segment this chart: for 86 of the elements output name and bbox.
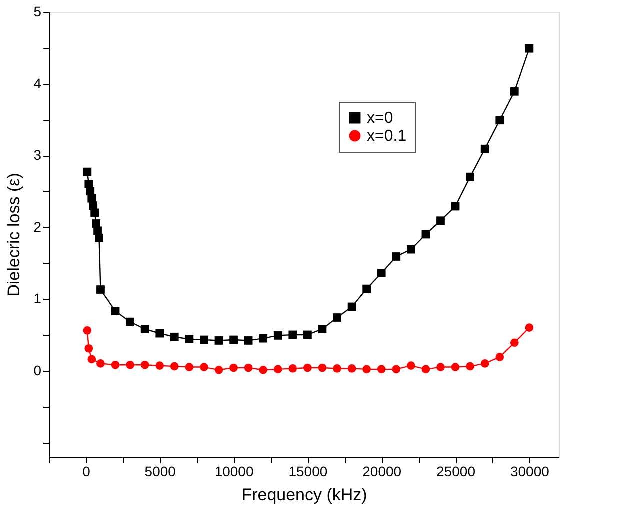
x-axis-title: Frequency (kHz) bbox=[242, 486, 368, 504]
point bbox=[288, 364, 298, 373]
point bbox=[348, 364, 356, 373]
point bbox=[496, 353, 504, 362]
point bbox=[244, 336, 253, 345]
point bbox=[89, 202, 98, 210]
point bbox=[230, 336, 238, 344]
point bbox=[214, 336, 224, 345]
point bbox=[170, 362, 179, 371]
x-tick-label: 30000 bbox=[510, 464, 550, 480]
point bbox=[392, 252, 401, 261]
y-axis-title: Dielecric loss (ε) bbox=[4, 173, 24, 297]
point bbox=[451, 363, 460, 372]
point bbox=[436, 216, 445, 226]
point bbox=[185, 363, 194, 372]
point bbox=[362, 365, 372, 374]
x-tick-label: 25000 bbox=[436, 464, 476, 480]
point bbox=[304, 364, 312, 372]
point bbox=[126, 360, 134, 370]
point bbox=[156, 362, 164, 370]
point bbox=[170, 332, 179, 342]
point bbox=[95, 234, 104, 242]
point bbox=[392, 365, 401, 374]
point bbox=[480, 144, 490, 154]
point bbox=[84, 344, 94, 353]
point bbox=[318, 364, 327, 372]
x-tick-label: 20000 bbox=[362, 464, 402, 480]
point bbox=[406, 362, 416, 370]
point bbox=[259, 366, 268, 374]
point bbox=[140, 360, 150, 370]
point bbox=[406, 245, 416, 254]
point bbox=[88, 355, 96, 364]
point bbox=[377, 365, 386, 374]
point bbox=[510, 338, 519, 348]
point bbox=[333, 314, 342, 322]
point bbox=[496, 116, 504, 125]
point bbox=[480, 360, 490, 368]
point bbox=[126, 318, 134, 326]
y-tick-label: 0 bbox=[34, 362, 42, 378]
point bbox=[525, 324, 534, 332]
point bbox=[510, 87, 519, 96]
point bbox=[318, 325, 327, 334]
point bbox=[200, 336, 208, 344]
point bbox=[244, 364, 253, 372]
point bbox=[214, 366, 224, 374]
point bbox=[436, 363, 445, 372]
y-tick-label: 5 bbox=[34, 4, 42, 20]
y-tick-label: 1 bbox=[34, 290, 42, 307]
point bbox=[140, 325, 150, 334]
point bbox=[96, 286, 105, 294]
point bbox=[422, 230, 430, 239]
y-tick-label: 3 bbox=[34, 147, 42, 164]
point bbox=[259, 334, 268, 343]
x-tick-label: 5000 bbox=[144, 464, 176, 480]
point bbox=[111, 307, 120, 316]
point bbox=[377, 269, 386, 278]
point bbox=[333, 364, 342, 373]
legend-label: x=0.1 bbox=[367, 128, 407, 145]
point bbox=[230, 364, 238, 372]
point bbox=[200, 363, 208, 372]
point bbox=[156, 329, 164, 338]
point bbox=[525, 44, 534, 53]
point bbox=[94, 226, 102, 236]
point bbox=[274, 365, 282, 374]
x-tick-label: 10000 bbox=[214, 464, 254, 480]
point bbox=[111, 360, 120, 370]
point bbox=[422, 365, 430, 374]
x-tick-label: 0 bbox=[82, 464, 91, 480]
point bbox=[348, 302, 356, 312]
point bbox=[83, 326, 92, 335]
point bbox=[451, 202, 460, 211]
x-tick-label: 15000 bbox=[288, 464, 328, 480]
point bbox=[466, 172, 474, 182]
y-tick-label: 2 bbox=[34, 218, 42, 235]
point bbox=[83, 168, 92, 176]
point bbox=[90, 208, 100, 218]
point bbox=[288, 330, 298, 340]
point bbox=[96, 360, 105, 368]
legend-label: x=0 bbox=[367, 110, 394, 127]
point bbox=[274, 332, 282, 340]
point bbox=[362, 284, 372, 294]
point bbox=[304, 330, 312, 340]
y-tick-label: 4 bbox=[34, 75, 42, 92]
point bbox=[185, 335, 194, 344]
point bbox=[84, 180, 94, 188]
point bbox=[466, 362, 474, 371]
